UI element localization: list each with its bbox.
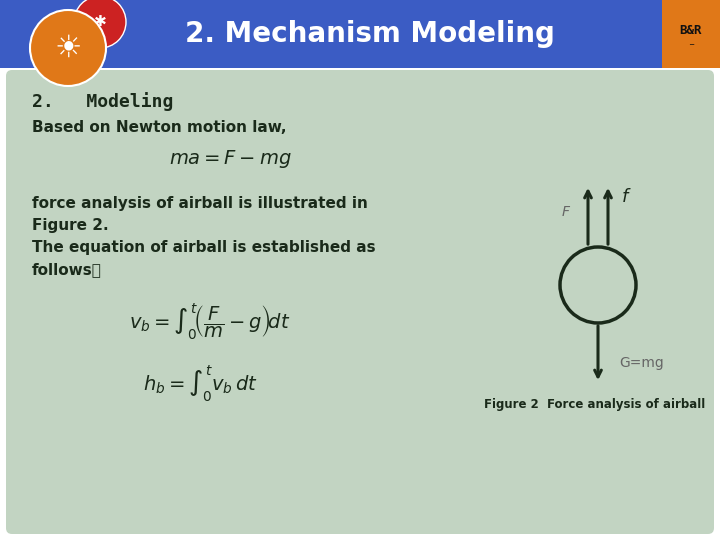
Text: Figure 2.: Figure 2.: [32, 218, 109, 233]
Text: 2. Mechanism Modeling: 2. Mechanism Modeling: [185, 20, 555, 48]
Bar: [662, 0, 720, 68]
Bar: [0, 0, 720, 68]
Text: _: _: [689, 37, 693, 45]
Circle shape: [74, 0, 126, 48]
Circle shape: [30, 10, 106, 86]
Text: $h_{b}= \int_0^t v_b\,dt$: $h_{b}= \int_0^t v_b\,dt$: [143, 364, 257, 404]
Text: B&R: B&R: [680, 24, 702, 37]
FancyBboxPatch shape: [6, 70, 714, 534]
Text: $v_b = \int_0^t \!\left(\dfrac{F}{m} - g\right)\!dt$: $v_b = \int_0^t \!\left(\dfrac{F}{m} - g…: [130, 302, 291, 342]
Text: $ma = F - mg$: $ma = F - mg$: [168, 148, 292, 170]
Text: 2.   Modeling: 2. Modeling: [32, 92, 174, 111]
Text: Based on Newton motion law,: Based on Newton motion law,: [32, 120, 287, 135]
Text: ☀: ☀: [54, 33, 81, 63]
Text: force analysis of airball is illustrated in: force analysis of airball is illustrated…: [32, 196, 368, 211]
Text: G=mg: G=mg: [620, 356, 665, 370]
Text: The equation of airball is established as: The equation of airball is established a…: [32, 240, 376, 255]
Text: follows，: follows，: [32, 262, 102, 277]
Text: Figure 2  Force analysis of airball: Figure 2 Force analysis of airball: [485, 398, 706, 411]
Text: F: F: [562, 205, 570, 219]
Text: ✱: ✱: [94, 15, 107, 30]
Text: $f$: $f$: [621, 188, 631, 206]
